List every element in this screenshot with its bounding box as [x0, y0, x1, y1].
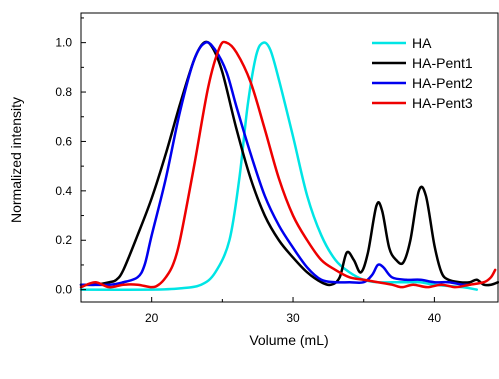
y-tick-label: 0.0 — [55, 283, 72, 297]
y-axis-title: Normalized intensity — [8, 97, 24, 223]
y-tick-label: 0.4 — [55, 184, 72, 198]
series-curves — [79, 40, 499, 291]
y-tick-label: 0.8 — [55, 85, 72, 99]
series-line-ha-pent3 — [79, 40, 497, 289]
series-line-ha — [79, 41, 479, 291]
series-line-ha-pent1 — [79, 40, 499, 287]
x-tick-label: 20 — [145, 311, 159, 325]
axis-ticks — [80, 17, 435, 302]
axis-tick-labels: 20 30 40 0.0 0.2 0.4 0.6 0.8 1.0 — [55, 36, 441, 325]
y-tick-label: 0.2 — [55, 233, 72, 247]
plot-frame — [80, 12, 499, 303]
legend-label: HA-Pent1 — [412, 55, 473, 71]
legend: HA HA-Pent1 HA-Pent2 HA-Pent3 — [372, 35, 473, 111]
x-axis-title: Volume (mL) — [249, 332, 328, 348]
legend-label: HA-Pent3 — [412, 95, 473, 111]
series-line-ha-pent2 — [79, 41, 471, 287]
y-tick-label: 0.6 — [55, 134, 72, 148]
legend-label: HA — [412, 35, 432, 51]
x-tick-label: 40 — [428, 311, 442, 325]
y-tick-label: 1.0 — [55, 36, 72, 50]
legend-label: HA-Pent2 — [412, 75, 473, 91]
x-tick-label: 30 — [286, 311, 300, 325]
